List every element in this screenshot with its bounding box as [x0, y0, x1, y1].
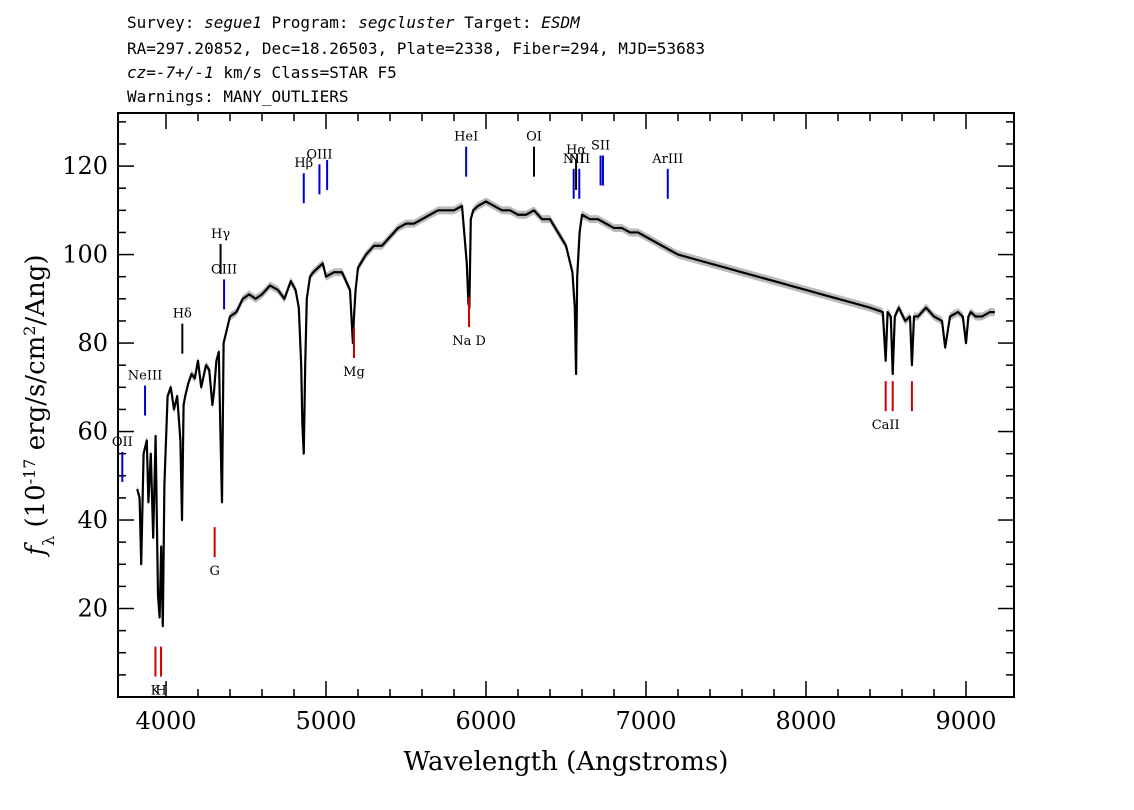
line-marker-label: OII	[112, 435, 133, 450]
y-tick-label: 100	[62, 241, 108, 269]
line-marker-label: OIII	[211, 262, 237, 277]
program-name: segcluster	[358, 13, 455, 32]
line-marker-label: G	[209, 564, 219, 579]
line-marker-label: OIII	[306, 147, 332, 162]
y-tick-label: 60	[77, 418, 108, 446]
line-marker-label: Hα	[566, 143, 586, 158]
line-marker-label: NII	[568, 152, 590, 167]
line-marker-label: Na D	[452, 334, 486, 349]
line-marker-label: H	[155, 684, 166, 699]
survey-name: segue1	[204, 13, 262, 32]
error-band-fill	[137, 197, 995, 631]
line-marker-label: Mg	[343, 365, 365, 380]
x-tick-label: 4000	[135, 707, 196, 735]
line-marker-label: SII	[591, 139, 610, 154]
line-marker-label: K	[151, 684, 161, 699]
x-tick-label: 9000	[935, 707, 996, 735]
plot-frame	[117, 112, 1015, 698]
line-marker-label: CaII	[872, 418, 900, 433]
redshift-value: cz=-7+/-1	[127, 63, 214, 82]
y-tick-label: 120	[62, 152, 108, 180]
x-tick-label: 8000	[775, 707, 836, 735]
error-band	[137, 197, 995, 631]
y-tick-label: 80	[77, 329, 108, 357]
spectrum-series	[136, 200, 995, 628]
x-axis-label: Wavelength (Angstroms)	[404, 747, 729, 777]
target-name: ESDM	[541, 13, 580, 32]
axis-ticks: 4000 5000 6000 7000 8000 9000 20 40 60 80 100 120	[62, 113, 1014, 735]
y-tick-label: 20	[77, 595, 108, 623]
line-marker-label: NII	[563, 152, 585, 167]
line-marker-label: HeI	[454, 130, 478, 145]
line-marker-label: OI	[526, 130, 542, 145]
x-tick-label: 6000	[455, 707, 516, 735]
y-axis-label: fλ (10-17 erg/s/cm2/Ang)	[20, 254, 58, 557]
line-marker-label: NeIII	[128, 369, 162, 384]
x-tick-label: 7000	[615, 707, 676, 735]
line-marker-label: Hγ	[211, 227, 230, 242]
line-marker-label: Hβ	[294, 156, 313, 171]
header-line-survey: Survey: segue1 Program: segcluster Targe…	[127, 13, 580, 32]
y-tick-label: 40	[77, 506, 108, 534]
header-line-redshift: cz=-7+/-1 km/s Class=STAR F5	[127, 63, 397, 82]
x-tick-label: 5000	[295, 707, 356, 735]
header-line-coordinates: RA=297.20852, Dec=18.26503, Plate=2338, …	[127, 39, 705, 58]
line-marker-label: Hδ	[173, 307, 192, 322]
spectrum-line	[136, 200, 995, 628]
header-line-warnings: Warnings: MANY_OUTLIERS	[127, 87, 349, 106]
line-marker-label: ArIII	[651, 152, 683, 167]
